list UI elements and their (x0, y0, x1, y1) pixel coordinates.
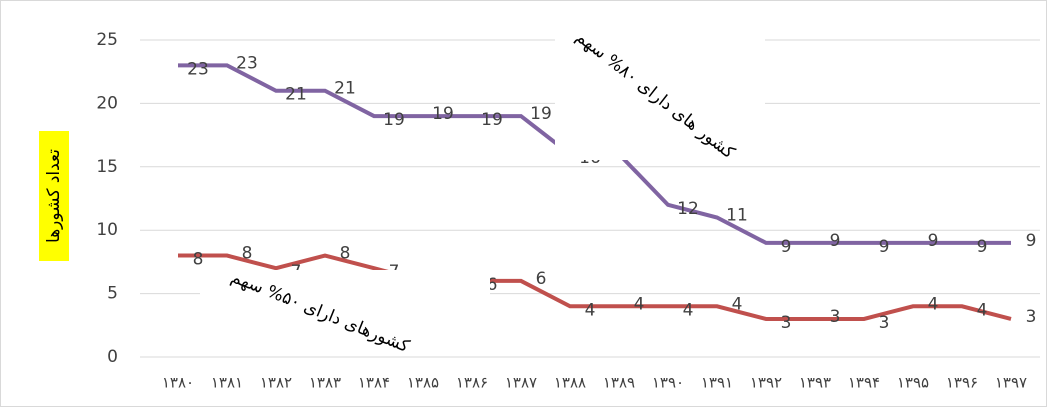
annotation-background (555, 30, 765, 160)
data-label: 19 (481, 110, 503, 130)
x-tick-label: ۱۳۹۴ (848, 374, 880, 392)
data-label: 3 (1026, 307, 1037, 327)
x-tick-label: ۱۳۹۶ (946, 374, 978, 392)
x-tick-label: ۱۳۹۷ (995, 374, 1027, 392)
data-label: 21 (285, 85, 307, 105)
data-label: 23 (187, 59, 209, 79)
series-line (178, 253, 1012, 321)
data-label: 4 (732, 294, 743, 314)
data-label: 11 (726, 206, 748, 226)
data-label: 8 (193, 250, 204, 270)
y-tick-label: 0 (107, 347, 118, 367)
x-tick-label: ۱۳۸۰ (162, 374, 194, 392)
data-label: 3 (879, 313, 890, 333)
data-label: 8 (340, 244, 351, 264)
x-tick-label: ۱۳۹۲ (750, 374, 782, 392)
y-label-background (39, 131, 69, 261)
data-label: 9 (830, 231, 841, 251)
y-label: تعداد کشورها (44, 149, 64, 243)
x-tick-label: ۱۳۹۰ (652, 374, 684, 392)
x-tick-label: ۱۳۸۹ (603, 374, 635, 392)
y-tick-label: 5 (107, 284, 118, 304)
data-label: 23 (236, 53, 258, 73)
y-tick-label: 10 (96, 220, 118, 240)
data-label: 4 (977, 300, 988, 320)
data-label: 9 (1026, 231, 1037, 251)
data-label: 9 (928, 231, 939, 251)
data-label: 8 (242, 244, 253, 264)
data-label: 4 (928, 294, 939, 314)
x-tick-label: ۱۳۸۴ (358, 374, 390, 392)
x-tick-label: ۱۳۸۲ (260, 374, 292, 392)
data-label: 4 (683, 300, 694, 320)
x-tick-label: ۱۳۸۱ (211, 374, 243, 392)
data-label: 21 (334, 79, 356, 99)
x-tick-label: ۱۳۹۱ (701, 374, 733, 392)
y-tick-label: 20 (96, 93, 118, 113)
x-tick-label: ۱۳۸۸ (554, 374, 586, 392)
data-label: 4 (585, 300, 596, 320)
data-label: 3 (781, 313, 792, 333)
x-tick-label: ۱۳۸۷ (505, 374, 537, 392)
x-tick-label: ۱۳۹۳ (799, 374, 831, 392)
x-tick-label: ۱۳۸۵ (407, 374, 439, 392)
data-label: 9 (879, 237, 890, 257)
x-tick-label: ۱۳۹۵ (897, 374, 929, 392)
data-label: 19 (530, 104, 552, 124)
data-label: 19 (383, 110, 405, 130)
x-tick-label: ۱۳۸۳ (309, 374, 341, 392)
data-label: 19 (432, 104, 454, 124)
annotation-background (200, 270, 490, 350)
data-label: 6 (536, 269, 547, 289)
data-label: 12 (677, 199, 699, 219)
y-tick-label: 15 (96, 157, 118, 177)
data-label: 4 (634, 294, 645, 314)
data-label: 3 (830, 307, 841, 327)
data-label: 9 (977, 237, 988, 257)
y-tick-label: 25 (96, 30, 118, 50)
x-tick-label: ۱۳۸۶ (456, 374, 488, 392)
data-label: 9 (781, 237, 792, 257)
data-label: 6 (487, 275, 498, 295)
